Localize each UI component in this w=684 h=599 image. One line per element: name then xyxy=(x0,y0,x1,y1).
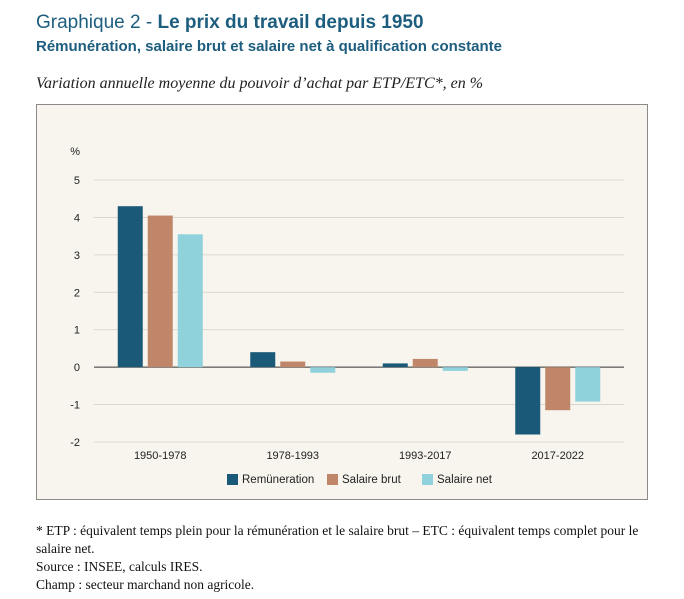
chart-caption: Variation annuelle moyenne du pouvoir d’… xyxy=(36,75,484,92)
bar xyxy=(280,361,306,368)
legend-swatch xyxy=(327,474,338,485)
bar xyxy=(117,206,143,368)
x-tick-label: 1950-1978 xyxy=(134,450,187,462)
bar xyxy=(310,367,336,373)
chart-panel: 5 4 3 2 1 0 -1 -2% 1950-1978 1978-1993 1993-2017 20… xyxy=(36,104,648,500)
chart-title: Graphique 2 - Le prix du travail depuis … xyxy=(36,12,502,34)
y-tick-label: 0 xyxy=(74,362,80,374)
footnote-definition: * ETP : équivalent temps plein pour la r… xyxy=(36,523,639,556)
bar xyxy=(442,367,468,371)
legend-label: Salaire net xyxy=(437,474,493,486)
bar xyxy=(515,367,541,435)
chart-subtitle: Rémunération, salaire brut et salaire ne… xyxy=(36,38,502,55)
bar xyxy=(177,234,203,368)
bar xyxy=(147,215,173,368)
legend-label: Salaire brut xyxy=(342,474,402,486)
y-axis-unit: % xyxy=(70,146,80,158)
chart-header: Graphique 2 - Le prix du travail depuis … xyxy=(36,12,502,55)
x-tick-label: 1978-1993 xyxy=(266,450,319,462)
bar xyxy=(575,367,601,402)
chart-title-main: Le prix du travail depuis 1950 xyxy=(157,12,424,33)
legend-swatch xyxy=(227,474,238,485)
y-tick-label: -1 xyxy=(70,400,80,412)
bar xyxy=(412,358,438,368)
chart-title-prefix: Graphique 2 - xyxy=(36,12,158,33)
bar xyxy=(545,367,571,411)
legend-swatch xyxy=(422,474,433,485)
bar xyxy=(382,363,408,368)
y-tick-label: 1 xyxy=(74,325,80,337)
footnote-scope: Champ : secteur marchand non agricole. xyxy=(36,577,255,592)
y-tick-label: -2 xyxy=(70,437,80,449)
y-tick-label: 3 xyxy=(74,250,80,262)
bar-chart: 5 4 3 2 1 0 -1 -2% 1950-1978 1978-1993 1993-2017 20… xyxy=(70,146,624,486)
y-tick-label: 2 xyxy=(74,287,80,299)
y-tick-label: 5 xyxy=(74,175,80,187)
x-tick-label: 1993-2017 xyxy=(399,450,452,462)
y-tick-label: 4 xyxy=(74,212,80,224)
footnote-source: Source : INSEE, calculs IRES. xyxy=(36,559,203,574)
bar xyxy=(250,352,276,368)
x-tick-label: 2017-2022 xyxy=(531,450,584,462)
footnotes: * ETP : équivalent temps plein pour la r… xyxy=(36,522,656,594)
legend-label: Remüneration xyxy=(242,474,314,486)
